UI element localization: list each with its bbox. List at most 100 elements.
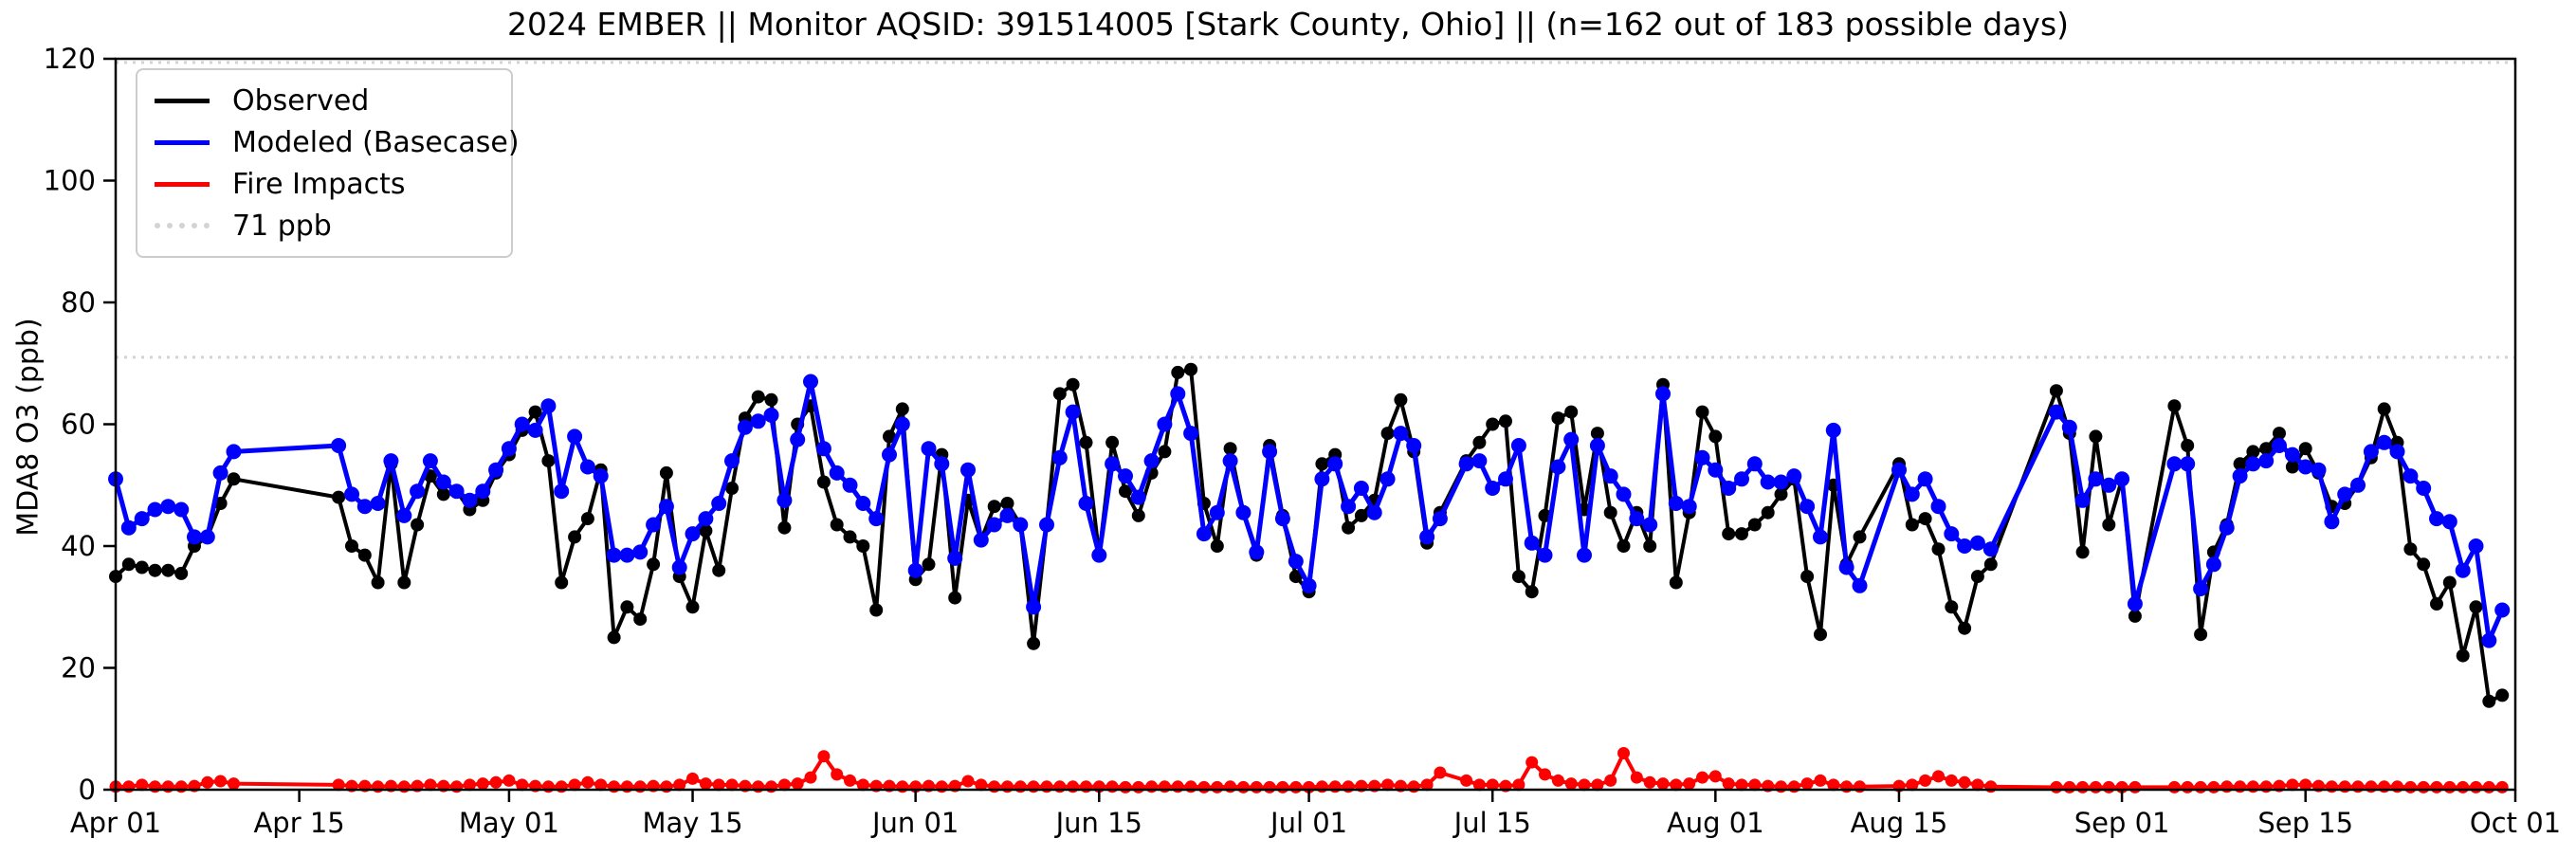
- modeled-basecase-marker: [396, 507, 412, 523]
- modeled-basecase-marker: [134, 511, 150, 527]
- modeled-basecase-marker: [855, 496, 871, 511]
- fire-impacts-marker: [1342, 780, 1355, 793]
- fire-impacts-marker: [2076, 780, 2090, 793]
- fire-impacts-marker: [2063, 780, 2076, 793]
- modeled-basecase-marker: [842, 477, 858, 493]
- modeled-basecase-marker: [383, 453, 399, 469]
- observed-marker: [2128, 609, 2142, 623]
- modeled-basecase-marker: [803, 374, 818, 390]
- x-tick-label: Sep 01: [2074, 807, 2170, 839]
- modeled-basecase-marker: [1419, 529, 1435, 545]
- y-tick-label: 0: [79, 774, 96, 806]
- fire-impacts-marker: [2089, 780, 2102, 793]
- x-tick-label: Jun 01: [870, 807, 959, 839]
- fire-impacts-marker: [2482, 780, 2495, 793]
- fire-impacts-marker: [1800, 777, 1814, 791]
- modeled-basecase-marker: [2376, 434, 2392, 450]
- modeled-basecase-marker: [1589, 438, 1605, 453]
- observed-marker: [1158, 445, 1172, 459]
- modeled-basecase-marker: [671, 559, 687, 575]
- fire-impacts-marker: [2299, 778, 2312, 792]
- legend-label-observed: Observed: [232, 83, 370, 118]
- modeled-basecase-marker: [2441, 514, 2457, 530]
- observed-marker: [751, 390, 765, 404]
- fire-impacts-marker: [817, 750, 831, 763]
- observed-marker: [883, 429, 896, 444]
- modeled-basecase-marker: [1183, 426, 1199, 442]
- modeled-basecase-marker: [212, 465, 228, 481]
- modeled-basecase-marker: [1091, 547, 1107, 563]
- observed-marker: [1918, 512, 1932, 526]
- modeled-basecase-marker: [199, 529, 215, 545]
- modeled-basecase-marker: [1393, 426, 1409, 442]
- observed-marker: [528, 405, 542, 419]
- observed-marker: [659, 465, 673, 480]
- modeled-basecase-marker: [1196, 526, 1212, 542]
- observed-marker: [2442, 575, 2457, 590]
- modeled-basecase-marker: [750, 413, 766, 429]
- modeled-basecase-marker: [1537, 547, 1553, 563]
- observed-marker: [1210, 539, 1224, 553]
- fire-impacts-marker: [1630, 771, 1643, 784]
- fire-impacts-marker: [1984, 780, 1998, 793]
- fire-impacts-marker: [935, 780, 948, 793]
- modeled-basecase-marker: [2193, 581, 2209, 596]
- modeled-basecase-marker: [1694, 449, 1710, 465]
- observed-marker: [948, 591, 962, 605]
- modeled-basecase-marker: [2074, 492, 2091, 508]
- fire-impacts-marker: [2102, 780, 2115, 793]
- modeled-basecase-marker: [1563, 431, 1580, 447]
- observed-marker: [411, 518, 425, 532]
- modeled-basecase-marker: [934, 456, 950, 472]
- fire-impacts-marker: [555, 780, 568, 793]
- threshold-line-swatch: [155, 223, 210, 228]
- fire-impacts-marker: [1696, 771, 1708, 784]
- fire-impacts-marker: [1001, 780, 1014, 793]
- observed-marker: [1315, 457, 1329, 471]
- y-tick-label: 120: [44, 43, 96, 75]
- modeled-basecase-marker: [1891, 462, 1907, 478]
- fire-impacts-marker: [1932, 770, 1945, 783]
- fire-line-swatch: [155, 181, 210, 187]
- observed-marker: [1643, 539, 1657, 553]
- fire-impacts-marker: [1434, 766, 1447, 779]
- modeled-basecase-marker: [868, 511, 885, 527]
- modeled-basecase-marker: [1379, 471, 1396, 487]
- fire-impacts-marker: [1145, 780, 1159, 793]
- fire-impacts-marker: [1512, 778, 1526, 792]
- fire-impacts-marker: [2246, 780, 2259, 793]
- observed-marker: [1380, 427, 1395, 441]
- fire-impacts-marker: [1197, 780, 1211, 793]
- x-tick-label: Jun 15: [1054, 807, 1142, 839]
- modeled-basecase-marker: [1773, 474, 1789, 490]
- modeled-basecase-marker: [2455, 562, 2471, 578]
- modeled-basecase-marker: [1143, 453, 1160, 469]
- fire-impacts-marker: [502, 774, 516, 787]
- legend-item-observed: Observed: [155, 80, 494, 121]
- modeled-basecase-marker: [1458, 456, 1474, 472]
- observed-marker: [1354, 508, 1368, 522]
- modeled-basecase-marker: [1838, 559, 1854, 575]
- fire-impacts-marker: [1211, 780, 1224, 793]
- observed-marker: [869, 603, 884, 617]
- observed-marker: [2049, 384, 2063, 398]
- modeled-basecase-marker: [737, 419, 753, 435]
- modeled-basecase-marker: [160, 499, 176, 515]
- observed-marker: [174, 566, 189, 580]
- modeled-basecase-marker: [1760, 474, 1776, 490]
- fire-impacts-marker: [1105, 780, 1119, 793]
- observed-marker: [227, 472, 241, 486]
- modeled-basecase-marker: [685, 526, 701, 542]
- modeled-basecase-marker: [1681, 499, 1697, 515]
- observed-marker: [161, 563, 175, 577]
- observed-marker: [2377, 402, 2391, 416]
- fire-impacts-marker: [516, 778, 529, 792]
- fire-impacts-marker: [1971, 778, 1984, 792]
- modeled-basecase-marker: [698, 511, 714, 527]
- modeled-basecase-marker: [1366, 504, 1382, 520]
- fire-impacts-marker: [1708, 770, 1722, 783]
- modeled-basecase-marker: [1274, 511, 1290, 527]
- modeled-basecase-marker: [1930, 499, 1946, 515]
- fire-impacts-marker: [476, 777, 489, 791]
